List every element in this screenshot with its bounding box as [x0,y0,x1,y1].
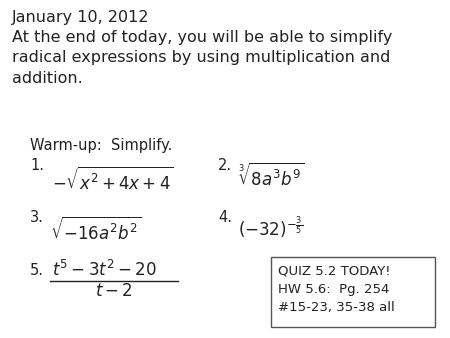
Text: $t-2$: $t-2$ [95,282,133,300]
Text: At the end of today, you will be able to simplify
radical expressions by using m: At the end of today, you will be able to… [12,30,392,86]
Text: 2.: 2. [218,158,232,173]
Text: $t^5-3t^2-20$: $t^5-3t^2-20$ [52,260,157,280]
Text: $(-32)^{-\frac{3}{5}}$: $(-32)^{-\frac{3}{5}}$ [238,214,303,240]
Text: January 10, 2012: January 10, 2012 [12,10,149,25]
Text: 3.: 3. [30,210,44,225]
Text: 1.: 1. [30,158,44,173]
Text: Warm-up:  Simplify.: Warm-up: Simplify. [30,138,172,153]
Text: 4.: 4. [218,210,232,225]
Text: $\sqrt{-16a^2b^2}$: $\sqrt{-16a^2b^2}$ [50,217,141,244]
Text: $-\sqrt{x^2+4x+4}$: $-\sqrt{x^2+4x+4}$ [52,167,174,194]
Text: 5.: 5. [30,263,44,278]
Text: QUIZ 5.2 TODAY!
HW 5.6:  Pg. 254
#15-23, 35-38 all: QUIZ 5.2 TODAY! HW 5.6: Pg. 254 #15-23, … [278,264,395,314]
FancyBboxPatch shape [271,257,435,327]
Text: $\sqrt[3]{8a^3b^9}$: $\sqrt[3]{8a^3b^9}$ [238,163,304,190]
